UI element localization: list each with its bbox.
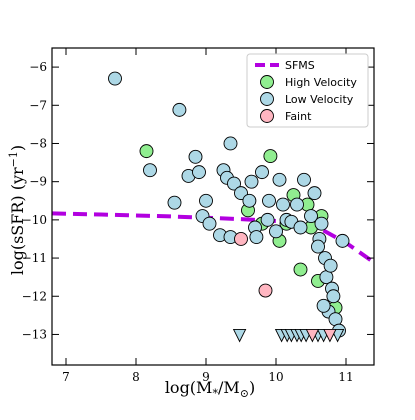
low-velocity-point	[242, 193, 257, 208]
low-velocity-point	[202, 216, 217, 231]
legend-box	[246, 53, 369, 128]
x-axis-label-sub: *	[212, 387, 218, 400]
legend-faint-swatch	[260, 109, 274, 123]
x-axis-label-main: log(M	[165, 378, 213, 397]
faint-point	[234, 232, 248, 246]
low-velocity-point	[172, 102, 187, 117]
low-velocity-point	[316, 298, 331, 313]
points-layer	[108, 71, 350, 343]
x-axis-label-end: )	[249, 378, 255, 397]
y-tick-label: −13	[22, 327, 47, 341]
low-velocity-point	[223, 136, 238, 151]
x-tick-label: 8	[132, 370, 140, 384]
x-tick-label: 9	[202, 370, 210, 384]
low-velocity-point	[323, 258, 338, 273]
legend-label-faint: Faint	[285, 110, 312, 123]
upper-limit-triangle	[323, 328, 337, 343]
low-velocity-point	[108, 71, 122, 86]
low-velocity-point	[335, 233, 350, 248]
low-velocity-point	[143, 163, 157, 178]
low-velocity-point	[244, 174, 259, 189]
y-tick-label: −10	[22, 213, 47, 227]
low-velocity-point	[293, 220, 308, 235]
x-tick-label: 10	[268, 370, 283, 384]
y-axis-label-end: )	[8, 145, 27, 151]
y-tick-label: −8	[29, 136, 47, 150]
low-velocity-point	[249, 230, 264, 245]
low-velocity-point	[192, 165, 206, 180]
x-axis-label-mid: /M	[218, 378, 240, 397]
low-velocity-point	[297, 172, 311, 187]
high-velocity-point	[139, 144, 154, 159]
low-velocity-point	[276, 197, 290, 212]
y-tick-label: −9	[29, 175, 47, 189]
legend: SFMS High Velocity Low Velocity Faint	[246, 53, 369, 128]
legend-low-velocity-swatch	[260, 92, 274, 106]
x-tick-label: 11	[338, 370, 353, 384]
high-velocity-point	[263, 149, 278, 164]
low-velocity-point	[326, 289, 341, 304]
low-velocity-point	[188, 149, 203, 164]
x-axis-label-sub2: ⊙	[240, 387, 249, 400]
legend-high-velocity-swatch	[260, 75, 274, 89]
x-tick-label: 7	[62, 370, 70, 384]
upper-limit-triangle	[232, 328, 247, 343]
low-velocity-point	[272, 172, 287, 187]
plot-frame	[51, 47, 375, 366]
high-velocity-point	[293, 262, 308, 277]
low-velocity-point	[304, 209, 318, 223]
low-velocity-point	[199, 193, 213, 208]
low-velocity-point	[262, 193, 276, 208]
low-velocity-point	[314, 216, 329, 231]
low-velocity-point	[290, 197, 304, 212]
y-axis-label-main: log(sSFR) (yr	[8, 167, 27, 275]
low-velocity-point	[167, 195, 182, 210]
low-velocity-point	[227, 176, 241, 191]
y-tick-label: −6	[29, 60, 47, 74]
y-tick-label: −7	[29, 98, 47, 112]
low-velocity-point	[307, 186, 322, 201]
y-axis-label-sup: −1	[7, 151, 20, 167]
y-tick-label: −12	[22, 289, 47, 303]
y-tick-label: −11	[22, 251, 47, 265]
low-velocity-point	[269, 224, 283, 239]
low-velocity-point	[260, 212, 275, 227]
faint-point	[258, 283, 273, 298]
x-axis-label: log(M*/M⊙)	[165, 378, 255, 400]
upper-limit-triangle	[305, 328, 320, 343]
legend-label-low-velocity: Low Velocity	[285, 93, 354, 106]
low-velocity-point	[311, 239, 325, 254]
low-velocity-point	[328, 312, 343, 327]
legend-label-high-velocity: High Velocity	[285, 76, 357, 89]
axes-layer: 7 8 9 10 11 −6 −7 −8 −9 −10 −11 −12 −13	[22, 47, 375, 384]
legend-label-sfms: SFMS	[285, 59, 315, 72]
low-velocity-point	[255, 165, 269, 180]
y-axis-label: log(sSFR) (yr−1)	[7, 145, 27, 275]
